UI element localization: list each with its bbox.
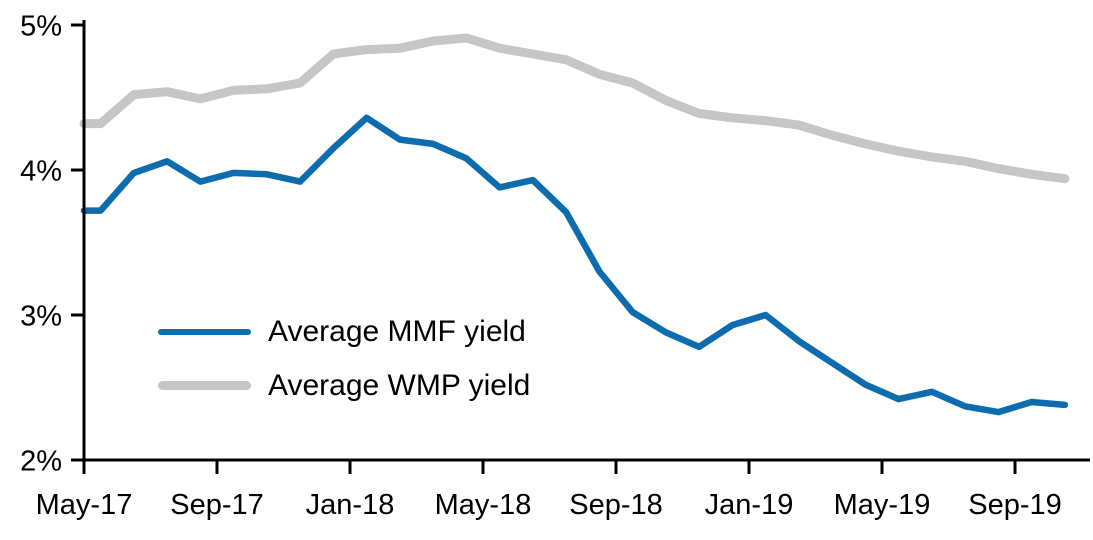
x-tick-label: May-19: [834, 489, 931, 521]
x-tick-label: Jan-18: [306, 489, 395, 521]
mmf-yield-line: [80, 114, 1069, 416]
y-tick-label: 2%: [20, 445, 62, 477]
wmp-yield-line: [79, 33, 1070, 184]
y-tick-label: 5%: [20, 10, 62, 42]
x-tick-label: Sep-19: [968, 489, 1062, 521]
x-tick-label: Jan-19: [705, 489, 794, 521]
mmf-line-swatch: [158, 328, 251, 335]
y-tick-label: 3%: [20, 300, 62, 332]
x-tick-label: Sep-17: [170, 489, 264, 521]
legend-item-mmf: Average MMF yield: [158, 311, 530, 352]
legend: Average MMF yield Average WMP yield: [158, 311, 530, 406]
y-tick-label: 4%: [20, 155, 62, 187]
x-tick-label: Sep-18: [569, 489, 663, 521]
wmp-legend-label: Average WMP yield: [268, 368, 531, 402]
mmf-legend-label: Average MMF yield: [268, 314, 526, 348]
x-tick-label: May-17: [36, 489, 133, 521]
legend-item-wmp: Average WMP yield: [158, 365, 530, 406]
x-tick-label: May-18: [435, 489, 532, 521]
wmp-line-swatch: [158, 381, 251, 390]
